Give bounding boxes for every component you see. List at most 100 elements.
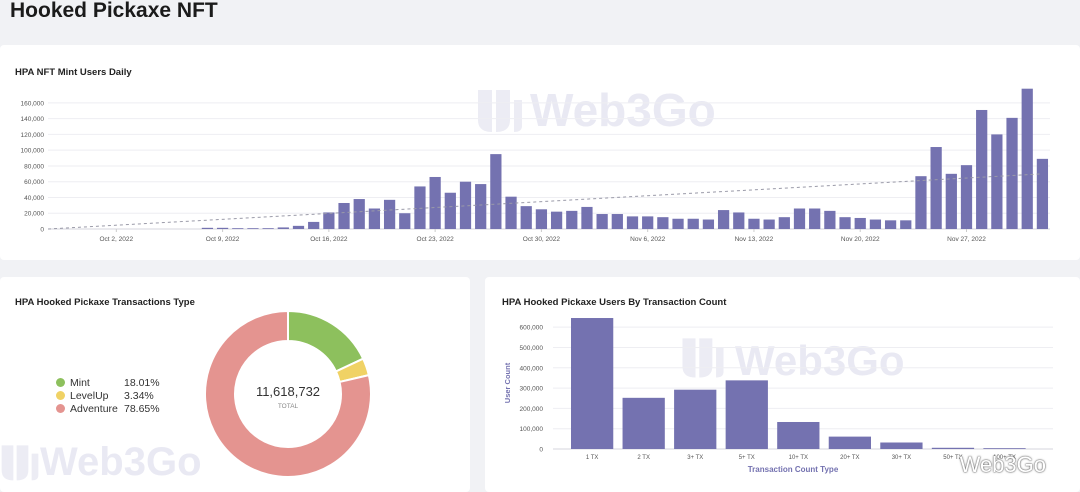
daily-bar[interactable]: [915, 176, 927, 229]
tx-y-axis-label: User Count: [503, 362, 512, 403]
daily-x-tick: Oct 9, 2022: [206, 236, 240, 243]
daily-bar[interactable]: [323, 212, 335, 229]
legend-item-mint[interactable]: Mint 18.01%: [56, 376, 160, 389]
daily-bar[interactable]: [444, 192, 456, 229]
daily-bar[interactable]: [1036, 158, 1049, 229]
daily-bar[interactable]: [596, 214, 608, 229]
daily-bar[interactable]: [459, 181, 472, 229]
tx-bar[interactable]: [725, 380, 768, 449]
daily-bar[interactable]: [657, 217, 669, 229]
legend-label-levelup: LevelUp: [70, 389, 109, 402]
daily-bar[interactable]: [201, 227, 214, 229]
tx-bar[interactable]: [880, 442, 923, 449]
mint-dot-icon: [56, 378, 65, 387]
daily-mint-card: HPA NFT Mint Users Daily Web3Go 0 20,000 4…: [0, 45, 1080, 260]
daily-bar[interactable]: [566, 210, 578, 229]
legend-label-mint: Mint: [70, 376, 90, 389]
daily-bar[interactable]: [1006, 117, 1018, 229]
tx-bar[interactable]: [828, 436, 871, 449]
tx-y-tick: 400,000: [520, 365, 544, 372]
daily-bar[interactable]: [626, 216, 639, 229]
page-title: Hooked Pickaxe NFT: [10, 0, 218, 22]
tx-x-tick: 20+ TX: [840, 455, 859, 461]
daily-bar[interactable]: [824, 210, 836, 229]
daily-bar[interactable]: [232, 228, 244, 229]
legend-label-adventure: Adventure: [70, 402, 118, 415]
daily-bar[interactable]: [869, 219, 882, 229]
daily-y-tick: 0: [40, 227, 44, 234]
tx-y-tick: 200,000: [520, 406, 544, 413]
tx-bar[interactable]: [571, 318, 614, 449]
daily-bar[interactable]: [475, 184, 487, 229]
daily-bar[interactable]: [535, 209, 548, 229]
daily-bar[interactable]: [733, 212, 745, 229]
daily-bar[interactable]: [308, 221, 320, 229]
tx-x-axis-label: Transaction Count Type: [748, 465, 839, 474]
daily-bar[interactable]: [991, 134, 1003, 229]
daily-bar[interactable]: [960, 165, 973, 229]
daily-x-tick: Oct 16, 2022: [310, 236, 348, 243]
tx-bar[interactable]: [777, 421, 820, 449]
daily-bar[interactable]: [793, 208, 806, 229]
corner-watermark: Web3Go: [959, 452, 1046, 477]
daily-bar[interactable]: [976, 109, 988, 229]
donut-slice-adventure[interactable]: [204, 309, 372, 478]
legend-item-adventure[interactable]: Adventure 78.65%: [56, 402, 160, 415]
daily-bar[interactable]: [292, 225, 305, 229]
daily-x-tick: Oct 2, 2022: [100, 236, 134, 243]
daily-bar[interactable]: [717, 210, 730, 229]
daily-bar[interactable]: [581, 206, 593, 229]
daily-bar[interactable]: [429, 176, 441, 229]
daily-bar[interactable]: [854, 217, 866, 229]
tx-bar[interactable]: [622, 397, 665, 449]
daily-bar[interactable]: [338, 202, 350, 229]
daily-bar[interactable]: [277, 227, 289, 229]
daily-bar[interactable]: [247, 228, 259, 229]
tx-x-tick: 5+ TX: [739, 455, 755, 461]
daily-bar[interactable]: [945, 173, 957, 229]
tx-bar[interactable]: [983, 448, 1026, 449]
daily-bar[interactable]: [1021, 88, 1033, 229]
tx-x-tick: 3+ TX: [687, 455, 703, 461]
daily-bar[interactable]: [490, 154, 502, 229]
tx-bar[interactable]: [931, 447, 975, 449]
daily-bar[interactable]: [383, 199, 396, 229]
tx-x-tick: 10+ TX: [789, 455, 808, 461]
daily-bar[interactable]: [642, 216, 654, 229]
daily-bar[interactable]: [702, 219, 715, 229]
daily-bar[interactable]: [262, 228, 274, 229]
daily-bar[interactable]: [763, 219, 775, 229]
daily-bar[interactable]: [778, 217, 790, 229]
daily-bar[interactable]: [900, 220, 912, 229]
daily-x-tick: Nov 27, 2022: [947, 236, 986, 243]
daily-bar[interactable]: [884, 220, 897, 229]
daily-y-tick: 80,000: [24, 163, 44, 170]
daily-bar[interactable]: [399, 213, 411, 229]
daily-bar[interactable]: [520, 206, 532, 229]
daily-bar[interactable]: [550, 211, 563, 229]
daily-y-tick: 60,000: [24, 179, 44, 186]
daily-bar[interactable]: [930, 147, 942, 229]
daily-bar[interactable]: [216, 227, 229, 229]
daily-bar[interactable]: [505, 196, 517, 229]
tx-count-chart: 0 100,000 200,000 300,000 400,000 500,000 600,…: [503, 318, 1053, 474]
daily-x-tick: Nov 13, 2022: [735, 236, 774, 243]
donut-slice-mint[interactable]: [287, 309, 365, 373]
tx-x-tick: 30+ TX: [892, 455, 911, 461]
daily-bar[interactable]: [611, 214, 623, 229]
daily-bar[interactable]: [748, 218, 760, 229]
tx-bar[interactable]: [674, 389, 717, 449]
tx-y-tick: 500,000: [520, 345, 544, 352]
daily-trend-line: [47, 173, 1043, 230]
daily-y-tick: 40,000: [24, 195, 44, 202]
daily-x-tick: Oct 23, 2022: [417, 236, 455, 243]
daily-bar[interactable]: [368, 208, 381, 229]
daily-bar[interactable]: [687, 218, 699, 229]
daily-bar[interactable]: [353, 199, 365, 229]
daily-bar[interactable]: [414, 186, 426, 229]
type-chart-title: HPA Hooked Pickaxe Transactions Type: [15, 297, 195, 308]
daily-bar[interactable]: [672, 218, 684, 229]
daily-bar[interactable]: [809, 208, 821, 229]
legend-item-levelup[interactable]: LevelUp 3.34%: [56, 389, 160, 402]
daily-bar[interactable]: [839, 217, 851, 229]
